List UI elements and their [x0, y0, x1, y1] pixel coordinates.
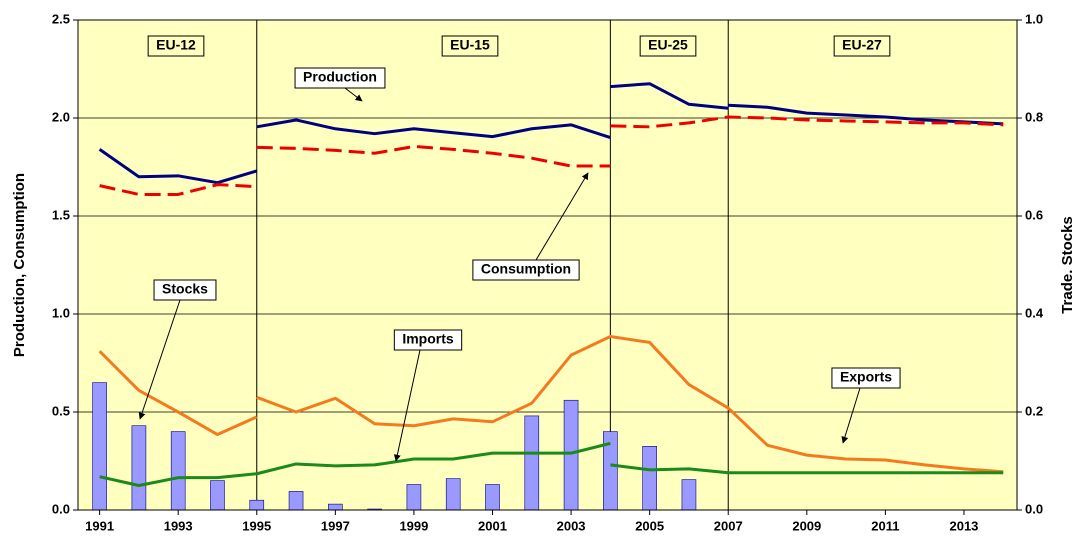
series-label-box — [153, 279, 217, 301]
era-label-box — [441, 35, 499, 57]
line — [99, 441, 611, 487]
x-tick-label: 1991 — [85, 518, 114, 533]
era-label: EU-15 — [441, 35, 499, 57]
era-label-box — [147, 35, 205, 57]
y2-axis-title: Trade. Stocks — [1059, 216, 1076, 314]
era-label: EU-25 — [639, 35, 697, 57]
x-tick-label: 2013 — [949, 518, 978, 533]
series-label: Consumption — [472, 259, 580, 281]
series-label-text: Production — [303, 69, 377, 85]
series-label-box — [472, 259, 580, 281]
bar — [92, 382, 107, 511]
bar — [131, 425, 147, 511]
bar — [485, 484, 500, 511]
y2-tick-label: 0.2 — [1025, 403, 1043, 418]
y-tick-label: 1.0 — [52, 305, 70, 320]
series-label: Production — [294, 67, 386, 89]
bar — [328, 503, 343, 511]
bar — [170, 431, 186, 511]
x-tick-label: 1997 — [321, 518, 350, 533]
y2-tick-label: 1.0 — [1025, 11, 1043, 26]
series-label-text: Stocks — [162, 281, 208, 297]
bar — [288, 491, 304, 511]
x-tick-label: 1993 — [164, 518, 193, 533]
x-tick-label: 2005 — [635, 518, 664, 533]
line — [256, 335, 1004, 474]
x-tick-label: 2007 — [714, 518, 743, 533]
y-tick-label: 2.5 — [52, 11, 70, 26]
series-label: Imports — [393, 329, 463, 351]
plot-frame — [77, 19, 1018, 511]
series-label-text: Imports — [402, 331, 454, 347]
bar — [681, 479, 697, 511]
x-tick-label: 2009 — [792, 518, 821, 533]
series-label-box — [831, 367, 901, 389]
line — [610, 463, 1004, 475]
era-label-text: EU-15 — [450, 37, 490, 53]
y2-tick-label: 0.8 — [1025, 109, 1043, 124]
x-tick-label: 1999 — [399, 518, 428, 533]
bar — [249, 499, 265, 511]
annotation-arrow — [344, 87, 363, 102]
series-label-box — [393, 329, 463, 351]
y-tick-label: 2.0 — [52, 109, 70, 124]
y-axis-title: Production, Consumption — [11, 173, 28, 357]
bar — [210, 480, 225, 511]
era-label-text: EU-12 — [156, 37, 196, 53]
era-label: EU-27 — [833, 35, 891, 57]
bar — [642, 445, 657, 511]
line — [98, 350, 258, 437]
series-label: Exports — [831, 367, 901, 389]
x-tick-label: 1995 — [242, 518, 271, 533]
line — [256, 118, 611, 140]
line — [610, 82, 729, 110]
annotation-arrow — [393, 349, 421, 462]
era-label-text: EU-27 — [842, 37, 882, 53]
annotation-arrow — [841, 387, 861, 444]
annotation-arrow — [535, 172, 589, 261]
bar — [563, 399, 579, 511]
line — [98, 148, 258, 185]
y2-tick-label: 0.6 — [1025, 207, 1043, 222]
series-label-text: Consumption — [481, 261, 571, 277]
series-label: Stocks — [153, 279, 217, 301]
y2-tick-label: 0.0 — [1025, 501, 1043, 516]
bar — [445, 478, 461, 511]
line — [256, 144, 611, 168]
y-tick-label: 1.5 — [52, 207, 70, 222]
era-label: EU-12 — [147, 35, 205, 57]
x-tick-label: 2011 — [871, 518, 899, 533]
x-tick-label: 2003 — [557, 518, 586, 533]
bar — [524, 415, 540, 511]
y2-tick-label: 0.4 — [1025, 305, 1044, 320]
annotation-arrow — [138, 299, 181, 420]
era-label-text: EU-25 — [648, 37, 688, 53]
bar — [406, 484, 422, 511]
y-tick-label: 0.0 — [52, 501, 70, 516]
series-label-text: Exports — [840, 369, 892, 385]
era-label-box — [639, 35, 697, 57]
x-tick-label: 2001 — [478, 518, 507, 533]
line — [99, 183, 257, 196]
series-label-box — [294, 67, 386, 89]
era-label-box — [833, 35, 891, 57]
y-tick-label: 0.5 — [52, 403, 70, 418]
line — [610, 115, 1004, 129]
